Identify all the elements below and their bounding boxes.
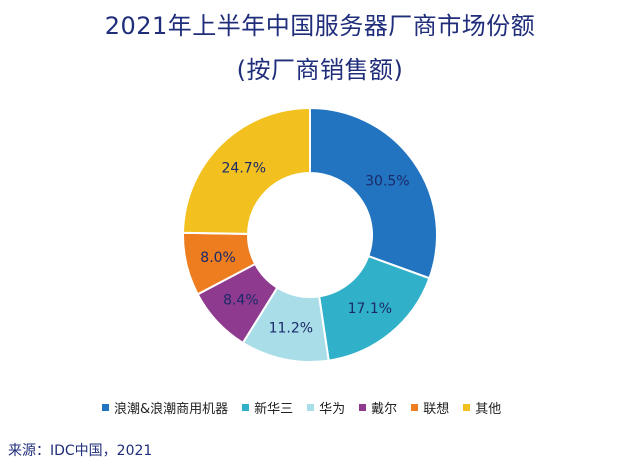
legend-swatch (411, 404, 419, 411)
source-note: 来源：IDC中国，2021 (8, 443, 153, 459)
legend-label: 浪潮&浪潮商用机器 (114, 402, 229, 417)
slice-label: 8.0% (200, 250, 236, 266)
legend-item: 联想 (411, 398, 449, 417)
legend-label: 其他 (475, 402, 502, 417)
legend-swatch (307, 404, 315, 411)
legend-label: 联想 (423, 402, 450, 417)
legend-item: 华为 (307, 398, 345, 417)
chart-title: 2021年上半年中国服务器厂商市场份额 (104, 12, 536, 40)
donut-slice (309, 106, 438, 280)
legend-item: 浪潮&浪潮商用机器 (102, 398, 228, 417)
legend-item: 戴尔 (359, 398, 397, 417)
legend-swatch (102, 404, 109, 411)
legend-swatch (463, 404, 471, 411)
legend: 浪潮&浪潮商用机器 新华三 华为 戴尔 联想 其他 (102, 398, 501, 417)
slice-label: 11.2% (269, 321, 313, 337)
legend-label: 华为 (319, 402, 346, 417)
legend-item: 其他 (463, 398, 501, 417)
chart-subtitle: (按厂商销售额) (236, 56, 404, 84)
slice-label: 24.7% (222, 161, 266, 177)
donut-slice (182, 106, 311, 235)
legend-label: 新华三 (254, 402, 294, 417)
slice-label: 17.1% (348, 301, 392, 317)
legend-swatch (242, 404, 250, 411)
legend-item: 新华三 (242, 398, 293, 417)
slice-label: 30.5% (365, 174, 409, 190)
legend-label: 戴尔 (371, 402, 398, 417)
slice-label: 8.4% (223, 292, 259, 308)
legend-swatch (359, 404, 367, 411)
